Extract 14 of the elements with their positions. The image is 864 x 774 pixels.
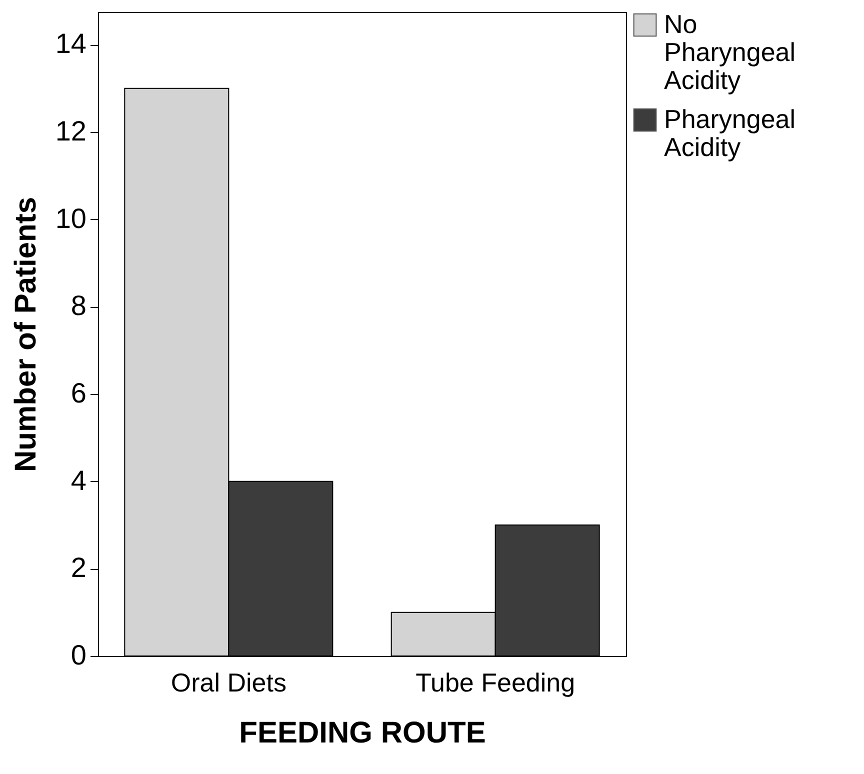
- y-tick-label: 0: [70, 640, 86, 670]
- y-tick-label: 8: [70, 290, 86, 322]
- y-tick-label: 14: [55, 28, 86, 60]
- y-tick-label: 2: [70, 552, 86, 584]
- x-tick-label: Tube Feeding: [416, 668, 576, 698]
- legend-label: Pharyngeal Acidity: [664, 104, 796, 162]
- y-tick-label: 6: [70, 378, 86, 409]
- x-tick-label: Oral Diets: [170, 668, 286, 698]
- x-axis-title: FEEDING ROUTE: [239, 716, 486, 750]
- y-tick-label: 10: [55, 202, 86, 234]
- y-axis-title: Number of Patients: [9, 196, 42, 472]
- legend-label: No Pharyngeal Acidity: [664, 9, 796, 95]
- y-tick-label: 12: [55, 116, 86, 147]
- y-tick-label: 4: [70, 464, 86, 496]
